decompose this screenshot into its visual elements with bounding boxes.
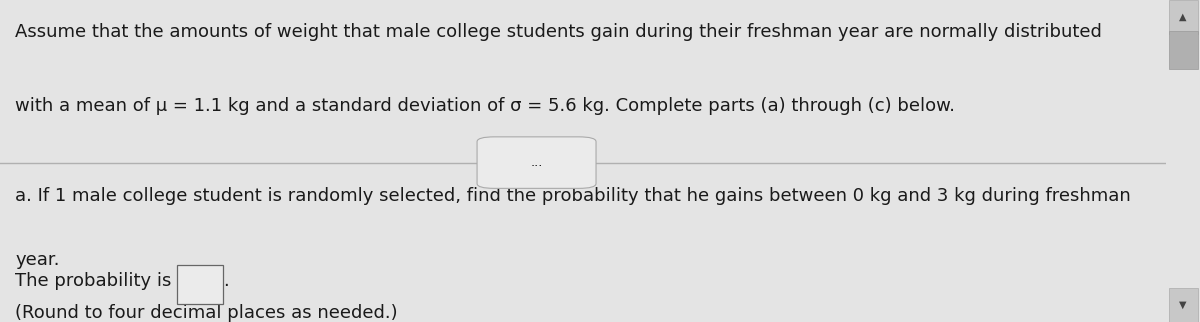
Text: The probability is: The probability is	[16, 272, 178, 290]
Text: ▲: ▲	[1180, 12, 1187, 22]
FancyBboxPatch shape	[1169, 288, 1198, 322]
Text: with a mean of μ = 1.1 kg and a standard deviation of σ = 5.6 kg. Complete parts: with a mean of μ = 1.1 kg and a standard…	[16, 97, 955, 115]
Text: a. If 1 male college student is randomly selected, find the probability that he : a. If 1 male college student is randomly…	[16, 187, 1130, 205]
FancyBboxPatch shape	[1169, 0, 1198, 34]
FancyBboxPatch shape	[478, 137, 596, 188]
Text: year.: year.	[16, 251, 60, 269]
Text: .: .	[223, 272, 228, 290]
Text: ...: ...	[530, 156, 542, 169]
FancyBboxPatch shape	[178, 265, 223, 304]
Text: Assume that the amounts of weight that male college students gain during their f: Assume that the amounts of weight that m…	[16, 23, 1102, 41]
FancyBboxPatch shape	[1169, 31, 1198, 69]
Text: (Round to four decimal places as needed.): (Round to four decimal places as needed.…	[16, 304, 397, 322]
Text: ▼: ▼	[1180, 300, 1187, 310]
